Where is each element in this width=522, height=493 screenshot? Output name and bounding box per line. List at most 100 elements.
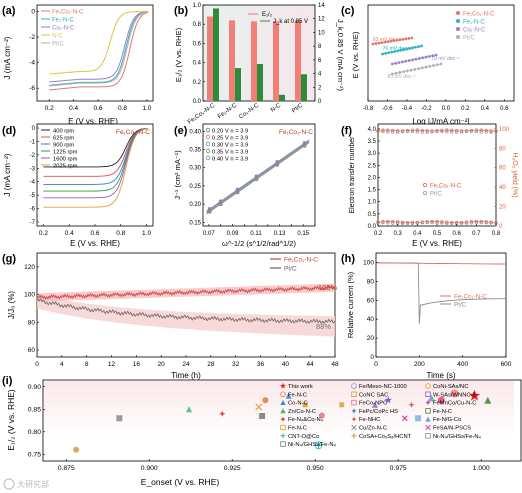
a-xtick-label: 0.8: [118, 105, 127, 112]
f-n-ptc: [405, 129, 410, 134]
b-ytick-right-label: 4: [318, 72, 322, 78]
a-xtick-label: 0.6: [94, 105, 103, 112]
i-legend-marker-4: [280, 416, 286, 422]
f-ytick-left-label: 2.5: [368, 163, 377, 169]
b-ytick-right-label: 6: [318, 58, 322, 64]
panel-a-legend: Fe₁Co₁-N-C Fe₁-N-C Co₁-N-C N-C Pt/C: [41, 10, 84, 48]
watermark-icon: [3, 478, 15, 490]
panel-b-letter: (b): [174, 5, 188, 17]
g-ytick-label: 120: [24, 264, 35, 271]
f-h2o2-ptc: [450, 221, 454, 226]
panel-a-ylabel: J (mA cm⁻²): [3, 36, 12, 79]
i-legend-marker-21: [425, 433, 431, 439]
panel-d-xlabel: E (V vs. RHE): [70, 239, 120, 248]
i-legend-marker-19: [425, 416, 431, 422]
f-h2o2-ptc: [489, 221, 493, 225]
c-xtick-label: -0.6: [382, 106, 393, 112]
panel-d-ticks: 0.2 0.4 0.6 0.8 1.0 0 -1 -2 -3 -4 -5 -6 -7: [30, 126, 152, 237]
h-legend-label-0: Fe₁Co₁-N-C: [454, 294, 487, 301]
e-ytick-label: 0.25: [189, 184, 201, 190]
i-point-13: [427, 394, 435, 402]
c-legend-label-3: Pt/C: [463, 36, 475, 42]
a-xtick-label: 0.2: [45, 105, 54, 112]
f-ytick-right-label: 100: [499, 127, 510, 133]
d-curve-4: [43, 128, 148, 199]
f-n-ptc: [450, 130, 454, 134]
g-ytick-label: 60: [28, 347, 36, 354]
d-xtick-label: 1.0: [142, 230, 151, 237]
b-category-label-1: Fe₁-N-C: [217, 102, 239, 120]
i-legend-label-5: Fe-N-C: [288, 426, 307, 432]
d-ytick-label: 0: [32, 126, 36, 132]
e-ytick-label: 0.30: [189, 166, 201, 172]
f-n-ptc: [391, 130, 395, 134]
annotation-88: 88%: [316, 322, 331, 331]
a-curve-1: [49, 11, 149, 86]
f-h2o2-line: [377, 221, 497, 223]
e-legend-marker-4: [205, 155, 211, 161]
d-xtick-label: 0.2: [39, 230, 48, 237]
b-ytick-right-label: 10: [318, 30, 325, 36]
i-xtick-label: 0.975: [390, 465, 407, 472]
c-legend-label-0: Fe₁Co₁-N-C: [463, 12, 495, 18]
panel-f-legend: Fe₁Co₁-N-C Pt/C: [422, 182, 462, 198]
h-ytick-label: 60: [367, 297, 375, 304]
panel-a-ticks: 0.2 0.4 0.6 0.8 1.0 0 -2 -4 -6: [29, 8, 152, 112]
panel-i-points: [73, 389, 492, 453]
g-xtick-label: 32: [232, 361, 240, 368]
panel-i-legend: This work Fe-N-C Co-N-C Zn/Co-N-C Fe-N₄&Co-N…: [280, 382, 482, 448]
a-curve-3: [49, 10, 149, 75]
f-ytick-left-label: 1.5: [368, 188, 377, 194]
b-ytick-right-label: 2: [318, 85, 322, 91]
f-h2o2-ptc: [479, 220, 483, 225]
a-curve-0: [49, 11, 149, 91]
panel-g-xlabel: Time (h): [171, 371, 201, 380]
c-legend-label-2: Co₁-N-C: [463, 28, 486, 34]
i-legend-label-8: Fe/Meso-NC-1000: [359, 384, 407, 390]
panel-i-gradient: [44, 381, 514, 439]
panel-e-xlabel: ω^-1/2 (s^1/2/rad^1/2): [222, 239, 296, 248]
g-xtick-label: 4: [60, 361, 64, 368]
f-legend-label-0: Fe₁Co₁-N-C: [430, 184, 462, 190]
d-legend-label-3: 1225 rpm: [53, 150, 78, 156]
f-xtick-label: 0.2: [374, 231, 383, 237]
d-curve-1: [43, 127, 148, 177]
i-ytick-label: 0.75: [28, 451, 41, 458]
c-xtick-label: -0.4: [402, 106, 413, 112]
panel-f: (f) Fe₁Co₁-N-C Pt/C 0.2 0.3 0.4 0.5 0.6 0.7 0.8…: [341, 123, 518, 248]
e-point-4: [254, 174, 259, 179]
f-n-ptc: [479, 130, 483, 134]
e-xtick-label: 0.15: [297, 231, 309, 237]
f-xtick-label: 0.7: [472, 231, 481, 237]
f-h2o2-ptc: [459, 221, 464, 226]
i-legend-marker-3: [280, 408, 286, 414]
h-xtick-label: 600: [501, 361, 512, 368]
c-fit-1: [382, 45, 422, 55]
f-ytick-right-label: 40: [499, 185, 506, 191]
b-category-label-4: Pt/C: [291, 102, 305, 114]
f-h2o2-ptc: [425, 220, 429, 225]
h-line-fe1co1: [376, 262, 506, 265]
i-legend-marker-13: [351, 424, 357, 431]
b-bar-jk-4: [301, 74, 307, 101]
i-point-7: [259, 413, 266, 419]
c-slope-3: 80 mV dec⁻¹: [387, 74, 416, 80]
panel-a-curves: [49, 10, 149, 91]
e-ytick-label: 0.35: [189, 148, 201, 154]
b-ytick-left-label: 0.4: [193, 61, 202, 67]
f-n-ptc: [464, 129, 469, 134]
i-legend-label-12: Fe-NHC: [359, 417, 380, 423]
b-category-label-2: Co₁-N-C: [238, 102, 260, 120]
i-legend-marker-11: [351, 408, 357, 414]
e-legend-label-4: 0.40 V n = 3.9: [212, 157, 248, 163]
i-legend-label-16: W-SAs/WNNC-5: [433, 392, 476, 398]
b-ytick-left-label: 0.8: [193, 22, 202, 28]
g-legend-label-1: Pt/C: [284, 266, 297, 273]
g-ytick-label: 80: [28, 319, 36, 326]
f-ytick-right-label: 20: [499, 205, 506, 211]
watermark-text: 大研究部: [17, 479, 49, 489]
f-h2o2-ptc: [391, 221, 395, 225]
